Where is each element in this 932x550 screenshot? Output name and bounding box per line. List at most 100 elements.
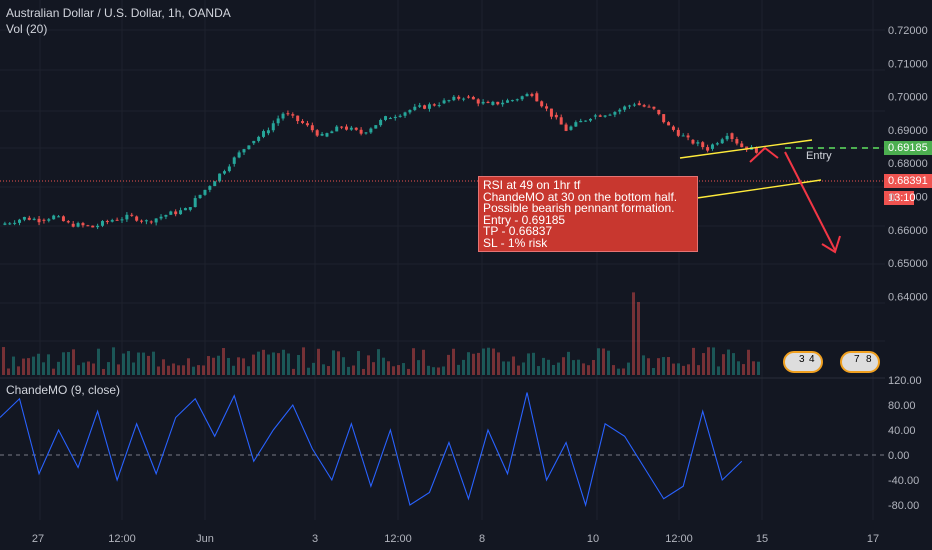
candle-body bbox=[115, 219, 119, 221]
entry-label: Entry bbox=[806, 150, 832, 162]
volume-bar bbox=[482, 348, 485, 375]
candle-body bbox=[335, 126, 339, 132]
channel-lower-line[interactable] bbox=[696, 179, 822, 199]
volume-bar bbox=[547, 359, 550, 375]
volume-bar bbox=[427, 365, 430, 375]
candle-body bbox=[22, 216, 26, 220]
candle-body bbox=[608, 114, 612, 116]
volume-bar bbox=[692, 347, 695, 375]
candle-body bbox=[232, 157, 236, 164]
price-candles bbox=[3, 91, 758, 230]
candle-body bbox=[574, 122, 578, 127]
volume-bar bbox=[507, 361, 510, 375]
volume-bar bbox=[167, 365, 170, 375]
candle-body bbox=[667, 122, 671, 126]
volume-indicator-label[interactable]: Vol (20) bbox=[6, 22, 48, 36]
candle-body bbox=[623, 106, 627, 110]
event-count: 4 bbox=[809, 354, 815, 365]
time-tick-label: 3 bbox=[312, 533, 318, 545]
candle-body bbox=[149, 221, 153, 223]
note-line: ChandeMO at 30 on the bottom half. bbox=[483, 189, 678, 204]
price-axis[interactable]: 0.720000.710000.700000.690000.680000.670… bbox=[888, 25, 928, 303]
candle-body bbox=[266, 130, 270, 134]
candle-body bbox=[27, 217, 31, 220]
chart-grid bbox=[0, 0, 885, 520]
volume-bar bbox=[327, 366, 330, 375]
volume-bar bbox=[267, 354, 270, 375]
symbol-title[interactable]: Australian Dollar / U.S. Dollar, 1h, OAN… bbox=[6, 6, 231, 20]
volume-bar bbox=[627, 362, 630, 375]
oscillator-line bbox=[0, 392, 743, 508]
volume-bar bbox=[562, 357, 565, 375]
volume-bar bbox=[122, 353, 125, 375]
volume-bar bbox=[722, 354, 725, 375]
osc-tick-label: -40.00 bbox=[888, 475, 919, 487]
volume-bar bbox=[347, 366, 350, 375]
volume-bar bbox=[212, 357, 215, 375]
candle-body bbox=[330, 131, 334, 134]
candle-body bbox=[125, 214, 129, 220]
candle-body bbox=[271, 123, 275, 131]
event-count: 3 bbox=[799, 354, 805, 365]
candle-body bbox=[174, 211, 178, 215]
volume-bar bbox=[682, 365, 685, 375]
candle-body bbox=[242, 149, 246, 153]
candle-body bbox=[535, 93, 539, 102]
channel-upper-line[interactable] bbox=[679, 139, 813, 159]
candle-body bbox=[501, 102, 505, 105]
volume-bar bbox=[502, 361, 505, 375]
candle-body bbox=[584, 120, 588, 122]
volume-bar bbox=[497, 352, 500, 375]
volume-bar bbox=[97, 348, 100, 375]
volume-bar bbox=[227, 357, 230, 375]
candle-body bbox=[393, 116, 397, 119]
candle-body bbox=[588, 118, 592, 121]
candle-body bbox=[218, 173, 222, 182]
volume-bar bbox=[677, 363, 680, 375]
candle-body bbox=[549, 108, 553, 117]
arrow-down[interactable] bbox=[784, 151, 836, 251]
volume-bar bbox=[352, 365, 355, 375]
volume-bar bbox=[312, 362, 315, 375]
volume-bar bbox=[107, 362, 110, 375]
volume-bar bbox=[532, 352, 535, 375]
candle-body bbox=[403, 112, 407, 116]
candle-body bbox=[100, 221, 104, 226]
event-badge-group-right[interactable]: 7 8 bbox=[840, 351, 880, 373]
oscillator-axis[interactable]: 120.00 80.00 40.00 0.00 -40.00 -80.00 bbox=[888, 375, 922, 512]
volume-bar bbox=[577, 359, 580, 375]
candle-body bbox=[710, 144, 714, 149]
note-line: Entry - 0.69185 bbox=[483, 212, 566, 227]
trade-note[interactable]: RSI at 49 on 1hr tf ChandeMO at 30 on th… bbox=[478, 176, 698, 252]
volume-bar bbox=[32, 356, 35, 375]
volume-bar bbox=[717, 366, 720, 375]
volume-bar bbox=[447, 354, 450, 375]
volume-bar bbox=[462, 359, 465, 375]
candle-body bbox=[310, 125, 314, 131]
volume-bar bbox=[52, 368, 55, 375]
volume-bar bbox=[357, 351, 360, 375]
volume-bar bbox=[752, 361, 755, 375]
candle-body bbox=[374, 125, 378, 129]
candle-body bbox=[530, 94, 534, 96]
arrow-up[interactable] bbox=[749, 146, 779, 163]
candle-body bbox=[598, 115, 602, 117]
event-count: 8 bbox=[866, 354, 872, 365]
candle-body bbox=[3, 223, 7, 225]
candle-body bbox=[510, 100, 514, 102]
volume-bar bbox=[207, 356, 210, 375]
volume-bar bbox=[542, 357, 545, 375]
volume-bar bbox=[642, 355, 645, 375]
partial-price-tick: 0. bbox=[889, 192, 899, 204]
volume-bar bbox=[702, 353, 705, 375]
volume-bar bbox=[262, 349, 265, 375]
event-badge-group-left[interactable]: 3 4 bbox=[783, 351, 823, 373]
candle-body bbox=[281, 113, 285, 119]
volume-bar bbox=[297, 354, 300, 375]
volume-bar bbox=[152, 351, 155, 375]
volume-bar bbox=[757, 361, 760, 375]
time-axis[interactable]: 27 12:00 Jun 3 12:00 8 10 12:00 15 17 bbox=[32, 533, 879, 545]
oscillator-indicator-label[interactable]: ChandeMO (9, close) bbox=[6, 383, 121, 397]
candle-body bbox=[257, 136, 261, 141]
